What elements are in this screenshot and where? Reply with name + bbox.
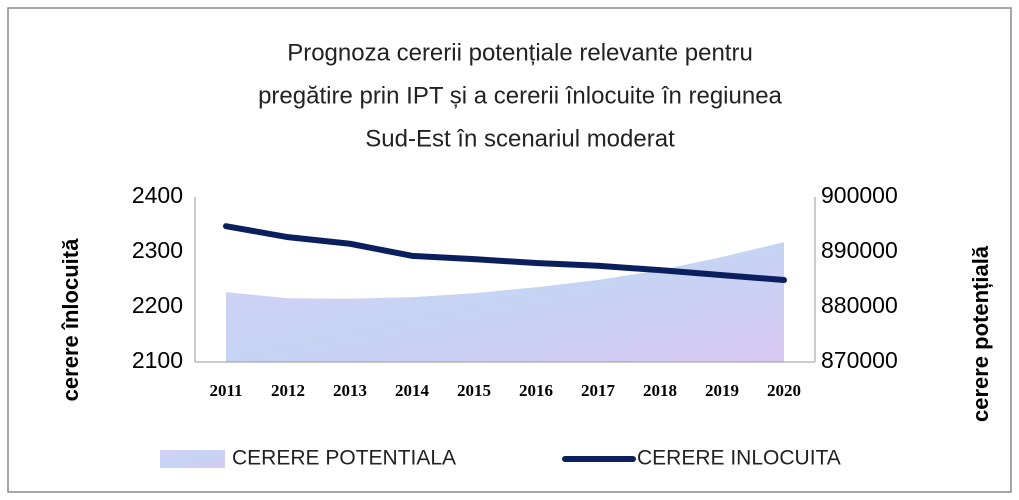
legend-label: CERERE INLOCUITA <box>637 447 841 470</box>
x-tick-label: 2012 <box>271 381 305 400</box>
y2-axis-title: cerere potențială <box>968 245 993 422</box>
line <box>223 223 787 284</box>
x-tick-label: 2018 <box>643 381 677 400</box>
y-tick-label: 2100 <box>132 347 183 373</box>
legend-label: CERERE POTENTIALA <box>232 447 456 470</box>
x-tick-label: 2017 <box>581 381 616 400</box>
x-tick-label: 2019 <box>705 381 739 400</box>
x-tick-label: 2015 <box>457 381 491 400</box>
x-tick-label: 2013 <box>333 381 367 400</box>
area <box>226 242 784 362</box>
x-tick-label: 2014 <box>395 381 430 400</box>
x-tick-label: 2020 <box>767 381 801 400</box>
y2-tick-label: 890000 <box>821 237 898 263</box>
y2-tick-label: 880000 <box>821 292 898 318</box>
chart-title: pregătire prin IPT și a cererii înlocuit… <box>258 82 782 109</box>
frame <box>7 7 1012 493</box>
legend-swatch <box>160 450 225 468</box>
x-tick-label: 2011 <box>209 381 242 400</box>
y-axis-title: cerere înlocuită <box>58 238 83 401</box>
chart-title: Prognoza cererii potențiale relevante pe… <box>287 39 753 66</box>
chart-title: Sud-Est în scenariul moderat <box>365 125 675 152</box>
x-tick-label: 2016 <box>519 381 553 400</box>
y-tick-label: 2400 <box>132 182 183 208</box>
y-tick-label: 2300 <box>132 237 183 263</box>
y2-tick-label: 870000 <box>821 347 898 373</box>
y-tick-label: 2200 <box>132 292 183 318</box>
y2-tick-label: 900000 <box>821 182 898 208</box>
